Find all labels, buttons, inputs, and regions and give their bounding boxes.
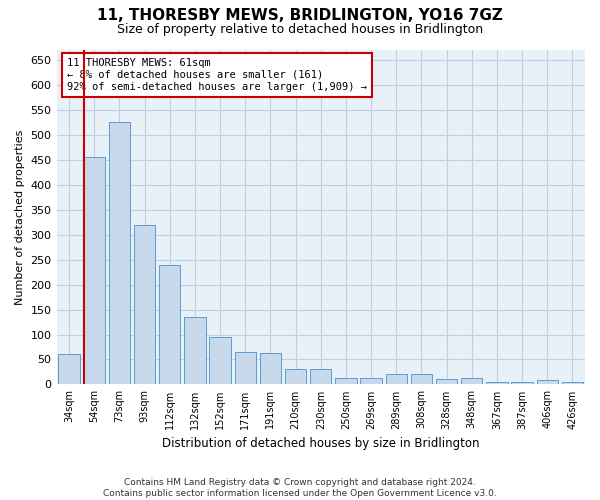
Bar <box>335 378 356 384</box>
Bar <box>310 370 331 384</box>
Bar <box>461 378 482 384</box>
Text: 11, THORESBY MEWS, BRIDLINGTON, YO16 7GZ: 11, THORESBY MEWS, BRIDLINGTON, YO16 7GZ <box>97 8 503 22</box>
Bar <box>83 158 105 384</box>
Bar <box>486 382 508 384</box>
Bar <box>386 374 407 384</box>
Bar <box>562 382 583 384</box>
Bar <box>209 337 231 384</box>
Bar <box>184 317 206 384</box>
Bar <box>536 380 558 384</box>
Bar <box>361 378 382 384</box>
Bar <box>411 374 432 384</box>
Text: 11 THORESBY MEWS: 61sqm
← 8% of detached houses are smaller (161)
92% of semi-de: 11 THORESBY MEWS: 61sqm ← 8% of detached… <box>67 58 367 92</box>
Text: Contains HM Land Registry data © Crown copyright and database right 2024.
Contai: Contains HM Land Registry data © Crown c… <box>103 478 497 498</box>
Bar <box>134 224 155 384</box>
Bar <box>285 370 307 384</box>
Y-axis label: Number of detached properties: Number of detached properties <box>15 130 25 305</box>
Bar <box>235 352 256 384</box>
Bar <box>159 264 181 384</box>
Text: Size of property relative to detached houses in Bridlington: Size of property relative to detached ho… <box>117 22 483 36</box>
Bar <box>109 122 130 384</box>
Bar <box>436 380 457 384</box>
Bar <box>511 382 533 384</box>
X-axis label: Distribution of detached houses by size in Bridlington: Distribution of detached houses by size … <box>162 437 479 450</box>
Bar <box>58 354 80 384</box>
Bar <box>260 354 281 384</box>
